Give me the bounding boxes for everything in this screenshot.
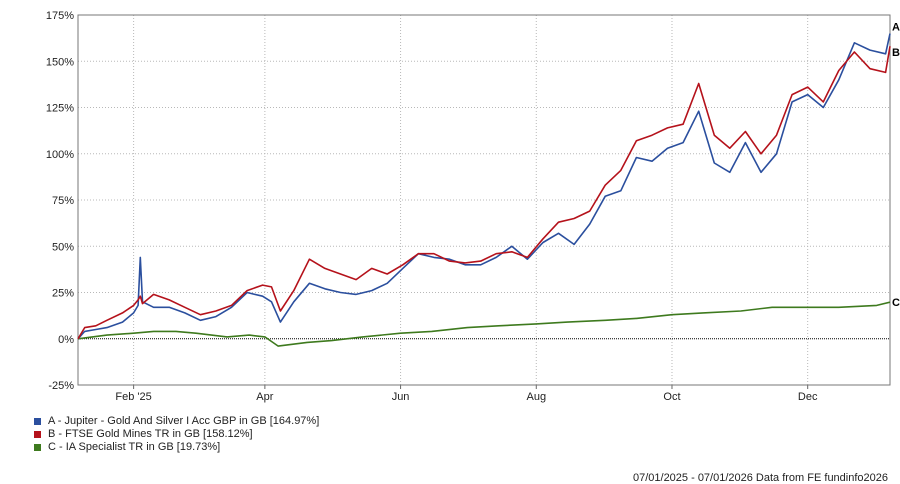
x-axis-tick-labels: Feb '25 Apr Jun Aug Oct Dec [115, 391, 818, 403]
end-label-c: C [892, 297, 900, 309]
legend-item-a[interactable]: A - Jupiter - Gold And Silver I Acc GBP … [34, 415, 319, 428]
x-tick-label: Dec [798, 391, 818, 403]
plot-border [77, 14, 891, 386]
y-tick-label: 50% [52, 241, 74, 253]
legend-swatch-c [34, 444, 41, 451]
data-source-footer: 07/01/2025 - 07/01/2026 Data from FE fun… [632, 472, 888, 484]
y-tick-label: 175% [46, 10, 74, 22]
legend-label-b: B - FTSE Gold Mines TR in GB [158.12%] [48, 428, 253, 440]
y-tick-label: 75% [52, 195, 74, 207]
plot-frame [77, 14, 891, 389]
x-tick-label: Oct [663, 391, 680, 403]
performance-line-chart: 175% 150% 125% 100% 75% 50% 25% 0% -25% Feb '25 A… [46, 10, 900, 403]
x-tick-label: Jun [392, 391, 410, 403]
series-lines [77, 33, 891, 347]
y-tick-label: 25% [52, 288, 74, 300]
end-label-b: B [892, 47, 900, 59]
series-end-labels: A B C [892, 22, 900, 310]
y-axis-tick-labels: 175% 150% 125% 100% 75% 50% 25% 0% -25% [46, 10, 74, 392]
x-tick-label: Feb '25 [115, 391, 151, 403]
series-line-a [77, 33, 891, 340]
legend-swatch-b [34, 431, 41, 438]
legend-label-c: C - IA Specialist TR in GB [19.73%] [48, 441, 221, 453]
series-line-b [77, 46, 891, 340]
y-tick-label: 0% [58, 334, 74, 346]
legend-item-c[interactable]: C - IA Specialist TR in GB [19.73%] [34, 441, 319, 454]
y-tick-label: 100% [46, 149, 74, 161]
legend-item-b[interactable]: B - FTSE Gold Mines TR in GB [158.12%] [34, 428, 319, 441]
legend-label-a: A - Jupiter - Gold And Silver I Acc GBP … [48, 415, 320, 427]
gridlines [78, 14, 890, 386]
y-tick-label: -25% [48, 380, 74, 392]
end-label-a: A [892, 22, 900, 34]
y-tick-label: 150% [46, 56, 74, 68]
y-tick-label: 125% [46, 103, 74, 115]
series-line-c [77, 301, 891, 347]
legend-swatch-a [34, 418, 41, 425]
x-tick-label: Apr [256, 391, 273, 403]
x-tick-label: Aug [526, 391, 546, 403]
chart-legend: A - Jupiter - Gold And Silver I Acc GBP … [34, 415, 319, 454]
